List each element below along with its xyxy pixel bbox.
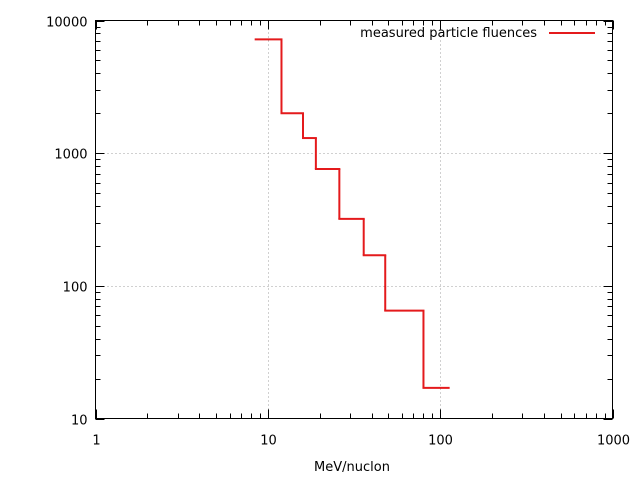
x-tick-label: 100 [428,434,453,449]
axis-ticks [95,20,614,420]
y-tick-label: 100 [63,281,88,296]
x-tick-label: 1 [92,434,100,449]
x-axis-tick-labels: 1 10 100 1000 [92,434,630,449]
y-tick-label: 1000 [54,148,87,163]
y-axis-tick-labels: 10 100 1000 10000 [46,16,87,429]
y-tick-label: 10000 [46,16,87,31]
legend-label: measured particle fluences [360,26,537,41]
series-layer [254,38,450,389]
plot-frame [95,20,613,419]
x-axis-label: MeV/nuclon [314,460,390,475]
x-tick-label: 1000 [597,434,630,449]
y-tick-label: 10 [71,414,88,429]
series-fluence [254,38,450,389]
legend: measured particle fluences [360,26,595,41]
x-tick-label: 10 [260,434,277,449]
